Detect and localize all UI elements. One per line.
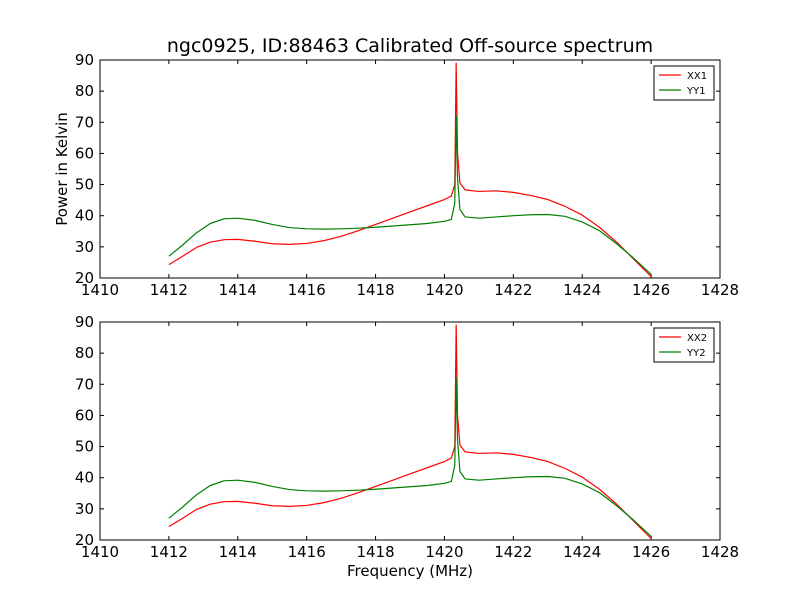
x-tick-label: 1424 <box>563 281 601 299</box>
x-tick-label: 1412 <box>150 281 188 299</box>
x-tick-label: 1420 <box>425 543 463 561</box>
y-tick-label: 80 <box>75 82 94 100</box>
y-tick-label: 90 <box>75 313 94 331</box>
legend-label-yy2: YY2 <box>686 348 706 359</box>
x-tick-label: 1420 <box>425 281 463 299</box>
spectrum-panel-top: 1410 1412 1414 1416 1418 1420 1422 1424 1426 1428… <box>75 51 739 299</box>
x-tick-label: 1416 <box>288 543 326 561</box>
x-tick-label: 1424 <box>563 543 601 561</box>
x-tick-label: 1414 <box>219 543 257 561</box>
y-tick-label: 30 <box>75 500 94 518</box>
x-tick-label: 1422 <box>494 543 532 561</box>
y-tick-label: 40 <box>75 469 94 487</box>
y-tick-label: 60 <box>75 144 94 162</box>
y-axis-label: Power in Kelvin <box>53 112 71 226</box>
series-line-yy1 <box>168 115 652 275</box>
x-tick-label: 1428 <box>701 281 739 299</box>
legend-label-xx2: XX2 <box>687 333 707 344</box>
plot-area <box>99 321 721 541</box>
y-tick-label: 70 <box>75 375 94 393</box>
y-tick-label: 50 <box>75 438 94 456</box>
legend-label-yy1: YY1 <box>686 86 706 97</box>
figure-title: ngc0925, ID:88463 Calibrated Off-source … <box>167 35 653 57</box>
x-tick-label: 1418 <box>356 281 394 299</box>
x-tick-label: 1418 <box>356 543 394 561</box>
y-tick-label: 20 <box>75 269 94 287</box>
x-axis-label: Frequency (MHz) <box>347 562 473 580</box>
y-tick-label: 80 <box>75 344 94 362</box>
y-tick-label: 20 <box>75 531 94 549</box>
x-tick-label: 1428 <box>701 543 739 561</box>
y-tick-label: 60 <box>75 406 94 424</box>
legend-label-xx1: XX1 <box>687 71 707 82</box>
x-tick-label: 1426 <box>632 543 670 561</box>
plot-area <box>99 59 721 279</box>
x-tick-label: 1410 <box>81 281 119 299</box>
legend <box>653 65 715 101</box>
x-tick-label: 1426 <box>632 281 670 299</box>
spectrum-panel-bottom: 1410 1412 1414 1416 1418 1420 1422 1424 1426 1428… <box>75 313 739 561</box>
x-tick-label: 1414 <box>219 281 257 299</box>
y-tick-label: 50 <box>75 176 94 194</box>
y-tick-label: 70 <box>75 113 94 131</box>
legend <box>653 327 715 363</box>
series-line-xx1 <box>168 62 652 277</box>
x-tick-label: 1422 <box>494 281 532 299</box>
x-tick-label: 1410 <box>81 543 119 561</box>
y-tick-label: 40 <box>75 207 94 225</box>
y-tick-label: 90 <box>75 51 94 69</box>
x-tick-label: 1416 <box>288 281 326 299</box>
y-tick-label: 30 <box>75 238 94 256</box>
series-line-xx2 <box>168 324 652 539</box>
x-tick-label: 1412 <box>150 543 188 561</box>
series-line-yy2 <box>168 377 652 537</box>
